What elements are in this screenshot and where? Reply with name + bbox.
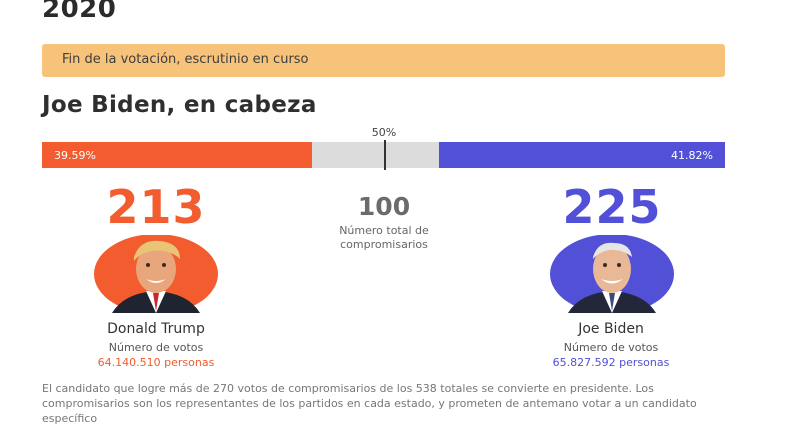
biden-delegates: 225 [562,180,662,234]
status-banner: Fin de la votación, escrutinio en curso [42,44,725,77]
remaining-delegates-label: Número total de compromisarios [339,224,429,251]
year-title: 2020 [42,0,117,24]
trump-avatar [94,235,218,313]
biden-avatar [550,235,674,313]
trump-votes-label: Número de votos [108,341,204,354]
remaining-delegates: 100 [357,192,411,221]
threshold-marker [384,140,386,170]
threshold-label: 50% [371,126,397,139]
footnote: El candidato que logre más de 270 votos … [42,382,697,425]
trump-delegates: 213 [106,180,206,234]
biden-votes-label: Número de votos [563,341,659,354]
biden-share-label: 41.82% [671,149,713,162]
biden-share-segment: 41.82% [439,142,725,168]
trump-share-label: 39.59% [54,149,96,162]
vote-share-bar: 39.59% 41.82% [42,140,725,170]
biden-votes: 65.827.592 personas [552,356,670,369]
trump-name: Donald Trump [107,321,205,337]
status-text: Fin de la votación, escrutinio en curso [62,52,309,67]
headline: Joe Biden, en cabeza [42,92,317,118]
trump-share-segment: 39.59% [42,142,312,168]
biden-name: Joe Biden [578,321,644,337]
trump-votes: 64.140.510 personas [97,356,215,369]
